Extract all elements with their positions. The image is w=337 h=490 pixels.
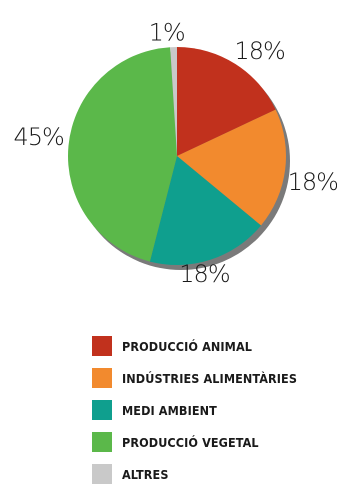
legend-item-produccio-animal: PRODUCCIÓ ANIMAL xyxy=(92,330,297,362)
pie-label-produccio-animal: 18% xyxy=(234,37,285,65)
legend-label-medi-ambient: MEDI AMBIENT xyxy=(122,402,217,418)
legend-item-industries-alimentaries: INDÚSTRIES ALIMENTÀRIES xyxy=(92,362,297,394)
pie-chart: 18% 18% 18% 45% 1% xyxy=(13,18,337,288)
legend-label-produccio-vegetal: PRODUCCIÓ VEGETAL xyxy=(122,434,259,450)
pie-slice-produccio-vegetal xyxy=(68,47,177,262)
legend-swatch-industries-alimentaries xyxy=(92,368,112,388)
legend-swatch-produccio-animal xyxy=(92,336,112,356)
pie-slice-medi-ambient xyxy=(149,156,261,265)
legend-swatch-altres xyxy=(92,464,112,484)
pie-slice-industries-alimentaries xyxy=(177,109,286,226)
chart-legend: PRODUCCIÓ ANIMAL INDÚSTRIES ALIMENTÀRIES… xyxy=(92,330,297,490)
legend-label-altres: ALTRES xyxy=(122,466,169,482)
pie-chart-svg: 18% 18% 18% 45% 1% xyxy=(13,18,337,288)
legend-label-industries-alimentaries: INDÚSTRIES ALIMENTÀRIES xyxy=(122,370,298,386)
pie-slice-produccio-animal xyxy=(177,47,276,156)
legend-swatch-medi-ambient xyxy=(92,400,112,420)
pie-slice-altres xyxy=(170,47,177,156)
pie-label-produccio-vegetal: 45% xyxy=(13,123,64,151)
pie-label-industries-alimentaries: 18% xyxy=(288,168,337,196)
legend-item-produccio-vegetal: PRODUCCIÓ VEGETAL xyxy=(92,426,297,458)
pie-label-altres: 1% xyxy=(149,18,185,46)
legend-item-altres: ALTRES xyxy=(92,458,297,490)
legend-item-medi-ambient: MEDI AMBIENT xyxy=(92,394,297,426)
legend-swatch-produccio-vegetal xyxy=(92,432,112,452)
pie-label-medi-ambient: 18% xyxy=(179,260,230,288)
legend-label-produccio-animal: PRODUCCIÓ ANIMAL xyxy=(122,338,253,354)
